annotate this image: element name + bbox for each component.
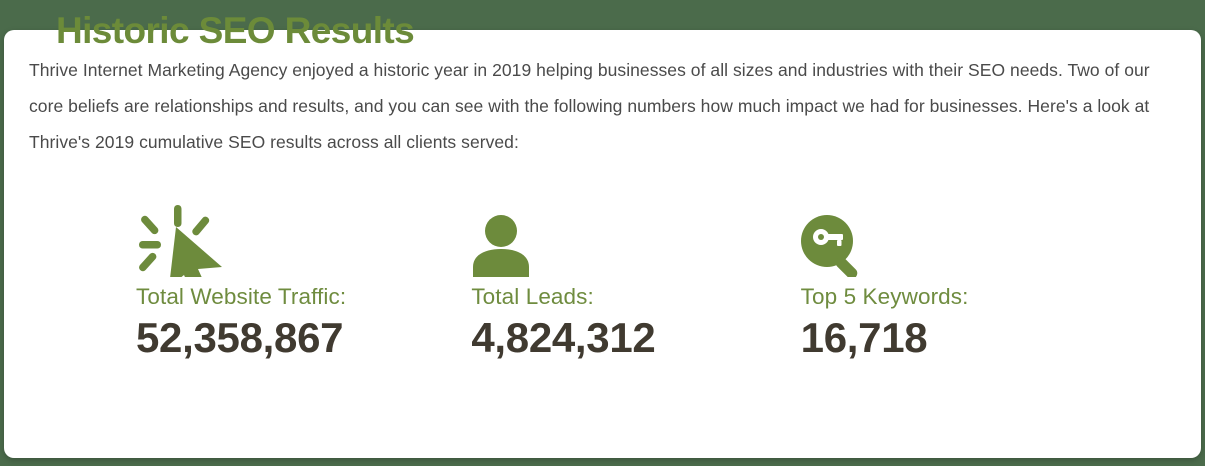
stat-label: Total Website Traffic: [136, 284, 347, 309]
stat-value: 52,358,867 [136, 314, 344, 361]
keyword-search-icon [800, 205, 863, 277]
click-cursor-icon [136, 205, 222, 277]
stat-top-5-keywords: Top 5 Keywords: 16,718 [781, 205, 1110, 363]
stat-value: 4,824,312 [471, 314, 656, 361]
stat-label: Top 5 Keywords: [800, 284, 969, 309]
top-green-band-left-notch [0, 0, 46, 31]
top-green-band [0, 0, 1205, 31]
person-icon [471, 205, 531, 277]
intro-paragraph: Thrive Internet Marketing Agency enjoyed… [29, 60, 1150, 152]
stat-label: Total Leads: [471, 284, 594, 309]
results-card [4, 30, 1201, 458]
page-title: Historic SEO Results [56, 10, 415, 51]
stats-row: Total Website Traffic: 52,358,867 Total … [110, 205, 1110, 363]
stat-total-leads: Total Leads: 4,824,312 [445, 205, 780, 363]
stat-value: 16,718 [800, 314, 928, 361]
stat-total-website-traffic: Total Website Traffic: 52,358,867 [110, 205, 445, 363]
